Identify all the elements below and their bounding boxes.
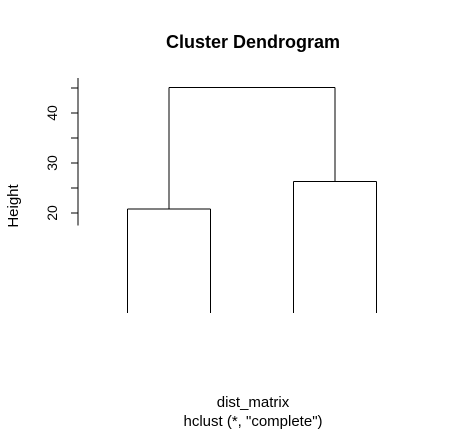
chart-title: Cluster Dendrogram: [166, 32, 340, 52]
y-tick-label: 40: [44, 105, 60, 121]
y-axis-label: Height: [5, 183, 22, 227]
x-axis-label: dist_matrix: [217, 394, 290, 411]
dendrogram-tree: [127, 87, 377, 313]
y-tick-label: 30: [44, 155, 60, 171]
method-subtitle: hclust (*, "complete"): [183, 413, 322, 430]
y-axis: 20 30 40: [44, 78, 79, 226]
y-tick-label: 20: [44, 205, 60, 221]
